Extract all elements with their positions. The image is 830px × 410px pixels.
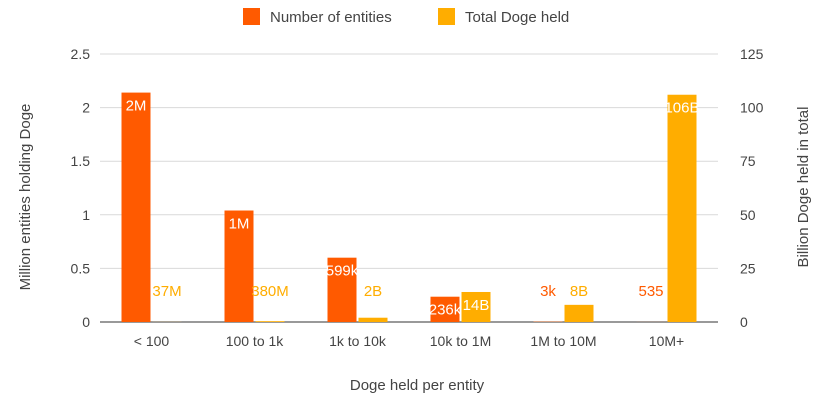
right-axis-tick-label: 50	[740, 207, 756, 223]
right-axis-tick-label: 75	[740, 153, 756, 169]
bars	[121, 92, 697, 323]
data-label-total-doge-held-1k-to-10k: 2B	[364, 283, 382, 300]
left-axis-ticks: 0 0.5 1 1.5 2 2.5	[71, 46, 91, 330]
x-axis-title: Doge held per entity	[350, 377, 485, 394]
legend: Number of entities Total Doge held	[243, 8, 569, 26]
right-axis-tick-label: 100	[740, 100, 764, 116]
data-label-total-doge-held-10k-to-1m: 14B	[463, 297, 490, 314]
left-axis-tick-label: 0	[82, 314, 90, 330]
gridlines	[100, 53, 718, 323]
bar-total-doge-held-1m-to-10m	[564, 304, 594, 322]
left-axis-tick-label: 2.5	[71, 46, 91, 62]
bar-total-doge-held-1k-to-10k	[358, 317, 388, 322]
bar-number-of-entities-1k-to-10k	[327, 257, 357, 322]
data-label-total-doge-held-100: 37M	[152, 283, 181, 300]
data-label-number-of-entities-100-to-1k: 1M	[229, 216, 250, 233]
bar-total-doge-held-10k-to-1m	[461, 291, 491, 322]
x-axis-tick-label: 100 to 1k	[226, 333, 285, 349]
x-axis-tick-label: < 100	[134, 333, 170, 349]
bar-number-of-entities-10k-to-1m	[430, 296, 460, 322]
data-label-number-of-entities-10m: 535	[638, 283, 663, 300]
data-labels: 2M 37M 1M 380M 599k 2B 236k 14B 3k 8B 535 106B	[126, 98, 700, 319]
legend-label-number-of-entities: Number of entities	[270, 9, 392, 26]
legend-swatch-number-of-entities	[243, 8, 260, 25]
right-axis-title: Billion Doge held in total	[795, 107, 812, 268]
data-label-number-of-entities-1k-to-10k: 599k	[326, 263, 359, 280]
data-label-number-of-entities-10k-to-1m: 236k	[429, 302, 462, 319]
left-axis-tick-label: 0.5	[71, 260, 91, 276]
right-axis-tick-label: 25	[740, 260, 756, 276]
data-label-total-doge-held-100-to-1k: 380M	[251, 283, 289, 300]
bar-number-of-entities-100-to-1k	[224, 210, 254, 322]
legend-swatch-total-doge-held	[438, 8, 455, 25]
x-axis-ticks: < 100 100 to 1k 1k to 10k 10k to 1M 1M to 10…	[134, 333, 684, 349]
left-axis-tick-label: 1	[82, 207, 90, 223]
x-axis-tick-label: 1M to 10M	[530, 333, 596, 349]
x-axis-tick-label: 10k to 1M	[430, 333, 491, 349]
x-axis-tick-label: 10M+	[649, 333, 684, 349]
left-axis-tick-label: 2	[82, 100, 90, 116]
data-label-total-doge-held-1m-to-10m: 8B	[570, 283, 588, 300]
bar-number-of-entities-100	[121, 92, 151, 322]
data-label-number-of-entities-1m-to-10m: 3k	[540, 283, 556, 300]
left-axis-tick-label: 1.5	[71, 153, 91, 169]
bar-total-doge-held-100-to-1k	[255, 321, 285, 322]
bar-total-doge-held-10m	[667, 94, 697, 323]
right-axis-tick-label: 125	[740, 46, 764, 62]
legend-label-total-doge-held: Total Doge held	[465, 9, 569, 26]
data-label-number-of-entities-100: 2M	[126, 98, 147, 115]
left-axis-title: Million entities holding Doge	[17, 104, 34, 291]
right-axis-tick-label: 0	[740, 314, 748, 330]
right-axis-ticks: 0 25 50 75 100 125	[740, 46, 764, 330]
x-axis-tick-label: 1k to 10k	[329, 333, 387, 349]
data-label-total-doge-held-10m: 106B	[664, 100, 699, 117]
